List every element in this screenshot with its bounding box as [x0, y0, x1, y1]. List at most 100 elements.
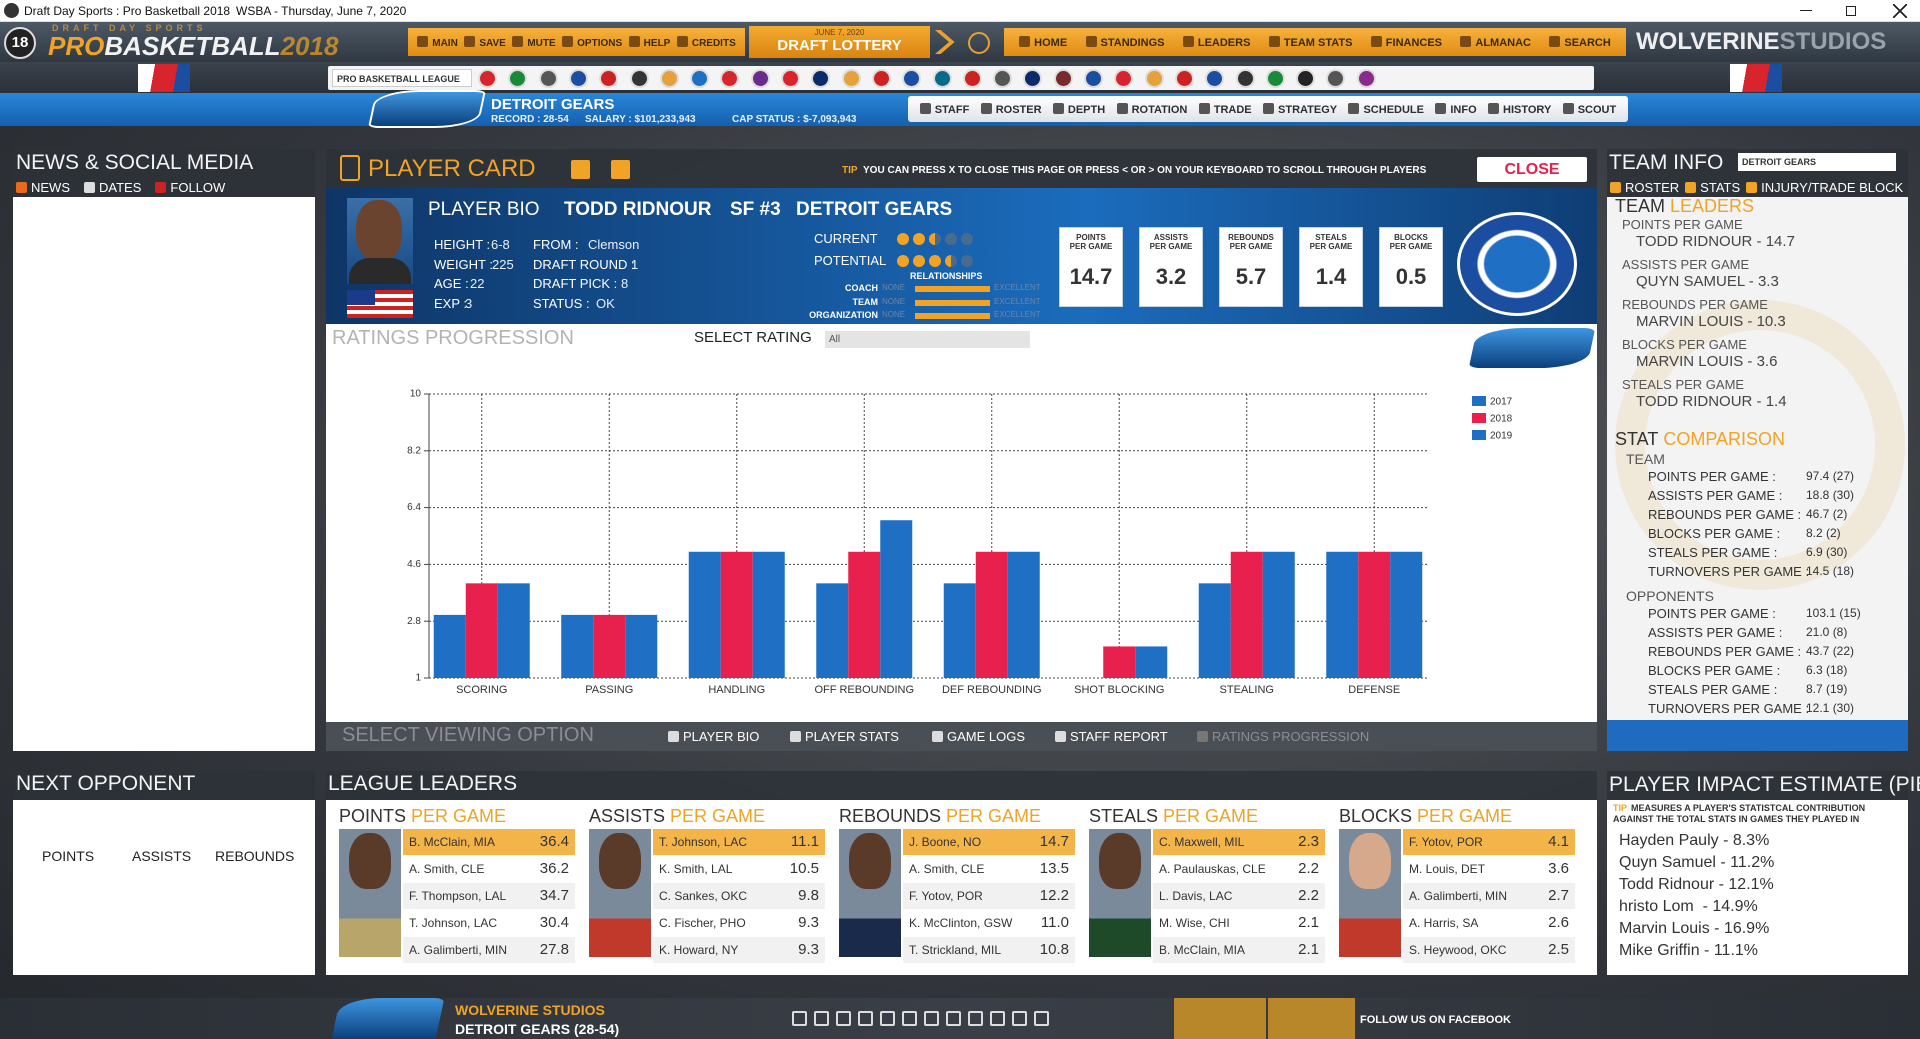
- app-badge: 18: [4, 27, 36, 59]
- nav-item[interactable]: ALMANAC: [1460, 35, 1531, 49]
- player-position: SF #3: [730, 199, 781, 220]
- event-date: JUNE 7, 2020: [814, 28, 865, 37]
- rating-star: [897, 233, 909, 245]
- team-nav-item[interactable]: SCHEDULE: [1348, 102, 1424, 116]
- bio-title: PLAYER BIO: [428, 199, 540, 220]
- league-select[interactable]: PRO BASKETBALL LEAGUE: [332, 69, 472, 87]
- nav-item[interactable]: STANDINGS: [1085, 35, 1165, 49]
- news-tab[interactable]: NEWS: [16, 180, 70, 195]
- team-info-tab[interactable]: INJURY/TRADE BLOCK: [1746, 180, 1903, 195]
- team-salary: SALARY : $101,233,943: [585, 114, 696, 125]
- team-icon: [1356, 69, 1376, 88]
- team-nav-label: DEPTH: [1067, 103, 1106, 116]
- team-cap: CAP STATUS : $-7,093,943: [732, 114, 857, 125]
- draft-lottery-button[interactable]: JUNE 7, 2020 DRAFT LOTTERY: [749, 26, 930, 58]
- team-icon: [1084, 69, 1103, 88]
- footer-icon: [968, 1011, 983, 1026]
- leader-row: [653, 883, 825, 909]
- leader-stat: 12.2: [1039, 887, 1069, 904]
- panel-title: NEWS & SOCIAL MEDIA: [16, 151, 254, 174]
- team-nav-item[interactable]: INFO: [1435, 102, 1477, 116]
- close-button[interactable]: CLOSE: [1477, 157, 1587, 182]
- icon: [84, 181, 95, 193]
- menu-item[interactable]: CREDITS: [676, 35, 736, 49]
- team-select[interactable]: DETROIT GEARS: [1738, 153, 1896, 171]
- title-bar: [0, 0, 1920, 22]
- viewing-option[interactable]: STAFF REPORT: [1055, 729, 1168, 744]
- field-value: 8: [621, 276, 629, 292]
- footer-follow[interactable]: FOLLOW US ON FACEBOOK: [1360, 1014, 1511, 1026]
- team-info-tab[interactable]: STATS: [1685, 180, 1740, 195]
- relationship-label: ORGANIZATION: [809, 310, 878, 320]
- legend-label: 2017: [1490, 397, 1513, 408]
- leader-name: F. Yotov, POR: [1409, 835, 1483, 849]
- bar: [975, 551, 1008, 678]
- nav-label: FINANCES: [1385, 36, 1443, 49]
- team-info-tab[interactable]: ROSTER: [1610, 180, 1679, 195]
- menu-item[interactable]: MUTE: [512, 35, 556, 49]
- viewing-option[interactable]: GAME LOGS: [932, 729, 1025, 744]
- icon: [1610, 181, 1621, 193]
- stat-value: 1.4: [1315, 264, 1347, 289]
- field-value: 3: [465, 295, 473, 311]
- news-tab[interactable]: FOLLOW: [155, 180, 225, 195]
- team-nav-label: SCOUT: [1577, 103, 1617, 116]
- comparison-value: 103.1 (15): [1806, 606, 1861, 620]
- bar: [593, 614, 626, 678]
- nav-item[interactable]: TEAM STATS: [1268, 35, 1352, 49]
- field-label: STATUS :: [533, 295, 590, 311]
- team-nav-item[interactable]: STRATEGY: [1263, 102, 1337, 116]
- select-rating-label: SELECT RATING: [694, 329, 812, 346]
- rating-select[interactable]: All: [825, 331, 1030, 348]
- nav-menu: HOME STANDINGS LEADERS TEAM STATS FINANCES AL…: [1004, 28, 1626, 56]
- menu-item[interactable]: MAIN: [417, 35, 458, 49]
- relationship-min: NONE: [882, 283, 906, 292]
- stat-value: 5.7: [1235, 264, 1267, 289]
- rating-star: [897, 255, 909, 267]
- team-nav-item[interactable]: ROSTER: [980, 102, 1042, 116]
- team-icon: [1023, 69, 1043, 88]
- icon: [417, 35, 429, 47]
- comparison-value: 6.9 (30): [1806, 545, 1848, 559]
- leader-row: [403, 883, 575, 909]
- leader-row: [1403, 883, 1575, 909]
- stat-label: PER GAME: [1389, 242, 1433, 251]
- bar: [433, 614, 466, 678]
- opponent-column: ASSISTS: [132, 848, 192, 864]
- team-nav-item[interactable]: TRADE: [1198, 102, 1252, 116]
- nav-label: HOME: [1034, 36, 1068, 49]
- leader-stat: 11.1: [790, 833, 819, 850]
- y-tick-label: 10: [410, 389, 422, 400]
- team-nav-item[interactable]: STAFF: [919, 102, 969, 116]
- team-nav-item[interactable]: ROTATION: [1116, 102, 1187, 116]
- nav-item[interactable]: LEADERS: [1182, 35, 1250, 49]
- menu-item[interactable]: OPTIONS: [562, 35, 622, 49]
- viewing-option[interactable]: PLAYER BIO: [668, 729, 759, 744]
- nav-item[interactable]: FINANCES: [1370, 35, 1443, 49]
- team-nav-item[interactable]: HISTORY: [1488, 102, 1551, 116]
- team-icon: [902, 69, 922, 88]
- menu-item[interactable]: SAVE: [464, 35, 506, 49]
- bar: [848, 551, 881, 678]
- team-nav-item[interactable]: SCOUT: [1562, 102, 1617, 116]
- viewing-option[interactable]: RATINGS PROGRESSION: [1197, 729, 1369, 744]
- team-nav-label: SCHEDULE: [1363, 103, 1424, 116]
- leader-value: MARVIN LOUIS - 3.6: [1636, 353, 1778, 370]
- team-icon: [720, 69, 740, 88]
- menu-item[interactable]: HELP: [628, 35, 670, 49]
- field-label: AGE :: [434, 276, 469, 292]
- stat-label: PER GAME: [1149, 242, 1193, 251]
- icon: [512, 35, 524, 47]
- pie-entry: Quyn Samuel - 11.2%: [1619, 854, 1775, 871]
- team-nav-item[interactable]: DEPTH: [1052, 102, 1106, 116]
- footer-icon: [836, 1011, 851, 1026]
- stat-box: POINTS PER GAME 14.7: [1059, 227, 1123, 307]
- nav-item[interactable]: HOME: [1019, 35, 1068, 49]
- icon: [1562, 102, 1574, 114]
- icon: [676, 35, 688, 47]
- viewing-option[interactable]: PLAYER STATS: [790, 729, 899, 744]
- team-icon: [568, 69, 588, 88]
- footer-icon: [814, 1011, 829, 1026]
- nav-item[interactable]: SEARCH: [1549, 35, 1611, 49]
- news-tab[interactable]: DATES: [84, 180, 141, 195]
